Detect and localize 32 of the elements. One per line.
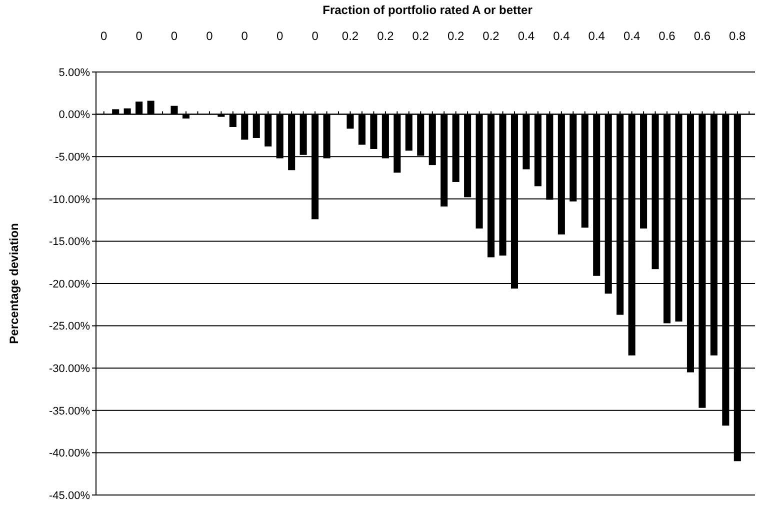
y-tick-label: 0.00% (58, 109, 90, 122)
y-tick-label: -25.00% (49, 320, 90, 333)
x-tick-label: 0.2 (482, 29, 500, 43)
x-tick-label: 0.6 (694, 29, 711, 43)
x-tick-label: 0 (276, 29, 284, 43)
y-axis-title: Percentage deviation (7, 223, 21, 344)
x-tick-label: 0.2 (342, 29, 359, 43)
y-tick-label: -35.00% (49, 405, 90, 418)
x-tick-label: 0.4 (553, 29, 570, 43)
x-tick-label: 0.4 (518, 29, 535, 43)
y-tick-label: -15.00% (49, 236, 90, 248)
x-tick-label: 0.8 (729, 29, 746, 43)
x-tick-label: 0 (206, 29, 214, 43)
x-tick-label: 0 (241, 29, 248, 43)
y-tick-label: 5.00% (58, 66, 90, 79)
x-tick-label: 0.2 (412, 29, 430, 43)
x-tick-label: 0 (170, 29, 178, 43)
y-tick-label: -30.00% (49, 362, 90, 375)
y-tick-label: -40.00% (49, 448, 90, 460)
x-tick-label: 0.4 (588, 29, 606, 43)
x-tick-label: 0.2 (377, 29, 394, 43)
y-tick-label: -45.00% (49, 490, 90, 502)
x-axis-title: Fraction of portfolio rated A or better (322, 3, 533, 17)
y-tick-label: -10.00% (49, 194, 90, 206)
x-tick-label: 0 (312, 29, 319, 43)
x-tick-label: 0.2 (447, 29, 464, 43)
x-tick-label: 0.4 (623, 29, 640, 43)
y-tick-label: -5.00% (55, 151, 90, 164)
x-tick-label: 0.6 (658, 29, 676, 43)
x-tick-label: 0 (100, 29, 108, 43)
x-tick-label: 0 (136, 29, 143, 43)
y-tick-label: -20.00% (49, 278, 90, 290)
